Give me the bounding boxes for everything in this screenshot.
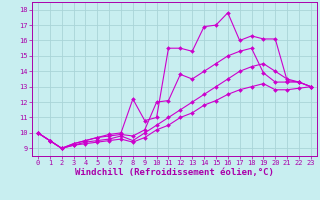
X-axis label: Windchill (Refroidissement éolien,°C): Windchill (Refroidissement éolien,°C) <box>75 168 274 177</box>
